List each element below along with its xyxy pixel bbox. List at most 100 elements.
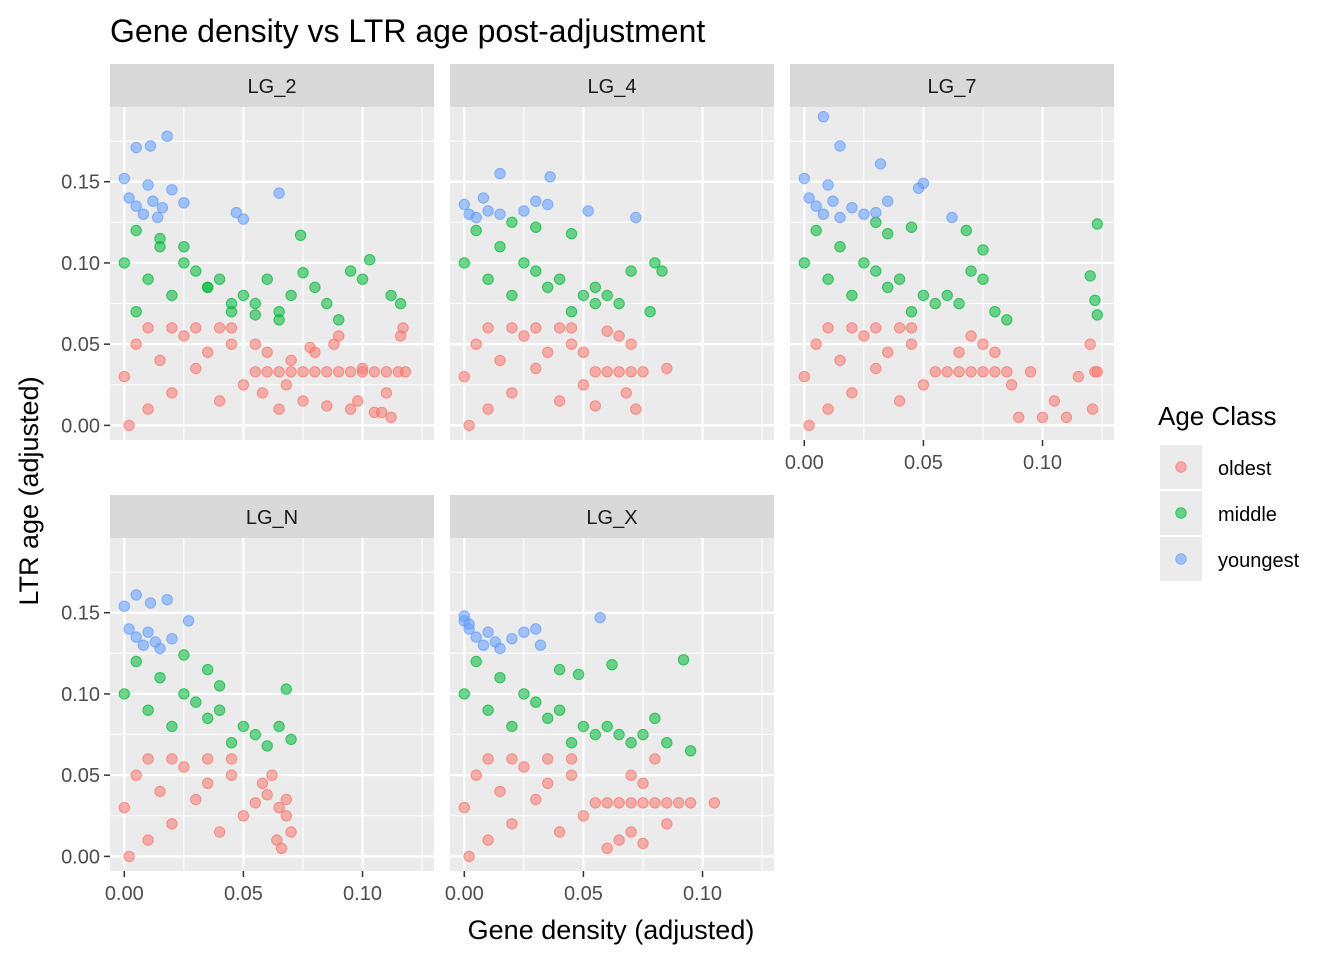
data-point-middle bbox=[344, 265, 357, 277]
y-tick-label: 0.15 bbox=[61, 603, 100, 625]
data-point-oldest bbox=[1072, 370, 1085, 383]
data-point-youngest bbox=[161, 594, 173, 606]
data-point-oldest bbox=[661, 362, 673, 375]
data-point-youngest bbox=[151, 211, 164, 224]
data-point-oldest bbox=[482, 753, 494, 765]
data-point-oldest bbox=[965, 330, 977, 342]
data-point-middle bbox=[249, 728, 262, 741]
points bbox=[798, 111, 1104, 432]
data-point-middle bbox=[656, 265, 668, 277]
data-point-oldest bbox=[882, 346, 894, 358]
data-point-middle bbox=[494, 672, 506, 684]
legend: Age Class oldest middle youngest bbox=[1158, 401, 1300, 581]
data-point-middle bbox=[482, 704, 494, 716]
data-point-oldest bbox=[1084, 338, 1096, 350]
data-point-middle bbox=[577, 289, 590, 302]
data-point-middle bbox=[297, 267, 309, 279]
data-point-youngest bbox=[870, 206, 882, 219]
data-point-youngest bbox=[846, 202, 858, 214]
data-point-middle bbox=[309, 281, 321, 293]
data-point-middle bbox=[249, 309, 262, 321]
data-point-oldest bbox=[280, 793, 292, 806]
data-point-youngest bbox=[477, 639, 490, 651]
data-point-youngest bbox=[494, 208, 506, 220]
data-point-oldest bbox=[399, 366, 412, 378]
data-point-middle bbox=[333, 314, 345, 326]
data-point-youngest bbox=[477, 192, 490, 204]
data-point-oldest bbox=[249, 797, 262, 809]
data-point-oldest bbox=[178, 761, 190, 773]
x-tick-label: 0.00 bbox=[105, 883, 144, 905]
data-point-oldest bbox=[213, 322, 226, 334]
data-point-middle bbox=[506, 720, 518, 733]
data-point-oldest bbox=[256, 387, 269, 399]
x-tick-label: 0.10 bbox=[343, 883, 382, 905]
data-point-oldest bbox=[482, 322, 494, 334]
data-point-youngest bbox=[518, 205, 530, 217]
data-point-middle bbox=[1091, 218, 1104, 230]
data-point-middle bbox=[225, 737, 238, 749]
data-point-oldest bbox=[589, 797, 601, 809]
y-tick-label: 0.05 bbox=[61, 765, 100, 787]
data-point-oldest bbox=[518, 761, 530, 773]
data-point-oldest bbox=[237, 810, 250, 822]
data-point-youngest bbox=[518, 626, 530, 638]
data-point-oldest bbox=[494, 785, 506, 798]
data-point-oldest bbox=[613, 366, 625, 378]
data-point-oldest bbox=[1001, 366, 1013, 378]
data-point-oldest bbox=[213, 395, 226, 407]
data-point-middle bbox=[965, 265, 977, 277]
data-point-oldest bbox=[684, 797, 697, 809]
data-point-youngest bbox=[582, 205, 594, 217]
data-point-oldest bbox=[273, 366, 285, 378]
data-point-oldest bbox=[989, 346, 1001, 358]
data-point-oldest bbox=[470, 338, 482, 350]
data-point-middle bbox=[870, 265, 882, 277]
data-point-oldest bbox=[941, 366, 953, 378]
facet-panels: LG_2 0.00 0.05 0.10 0.15 LG_4 LG_7 0.00 0.05 0.10… bbox=[61, 64, 1114, 905]
data-point-oldest bbox=[261, 789, 273, 801]
data-point-youngest bbox=[144, 140, 157, 152]
data-point-middle bbox=[613, 728, 625, 741]
data-point-oldest bbox=[118, 370, 131, 383]
data-point-oldest bbox=[637, 797, 649, 809]
data-point-oldest bbox=[601, 366, 613, 378]
data-point-oldest bbox=[613, 330, 625, 342]
data-point-oldest bbox=[870, 362, 882, 375]
data-point-middle bbox=[202, 663, 214, 676]
data-point-middle bbox=[882, 281, 894, 293]
data-point-oldest bbox=[1086, 403, 1099, 415]
data-point-youngest bbox=[161, 130, 173, 142]
data-point-middle bbox=[589, 728, 601, 741]
data-point-youngest bbox=[273, 187, 285, 199]
data-point-oldest bbox=[708, 797, 721, 809]
data-point-oldest bbox=[673, 797, 685, 809]
data-point-youngest bbox=[137, 639, 150, 651]
data-point-middle bbox=[280, 683, 292, 695]
data-point-oldest bbox=[1024, 366, 1037, 378]
data-point-middle bbox=[285, 733, 297, 746]
data-point-middle bbox=[953, 297, 965, 310]
data-point-oldest bbox=[846, 387, 858, 399]
data-point-oldest bbox=[154, 354, 166, 367]
data-point-youngest bbox=[142, 179, 154, 191]
facet-panel-lg-n: LG_N 0.00 0.05 0.10 0.00 0.05 0.10 0.15 bbox=[61, 495, 434, 905]
data-point-oldest bbox=[280, 379, 292, 391]
data-point-youngest bbox=[123, 623, 135, 635]
legend-entry-youngest: youngest bbox=[1160, 537, 1300, 581]
data-point-youngest bbox=[506, 633, 518, 645]
plot-panel bbox=[450, 107, 774, 440]
data-point-youngest bbox=[874, 158, 887, 170]
data-point-oldest bbox=[202, 753, 214, 765]
data-point-oldest bbox=[380, 387, 393, 399]
x-tick-label: 0.10 bbox=[1023, 452, 1062, 474]
data-point-oldest bbox=[649, 797, 661, 809]
data-point-middle bbox=[142, 273, 154, 285]
facet-strip-label: LG_N bbox=[246, 507, 298, 529]
points bbox=[118, 130, 412, 432]
x-axis-title: Gene density (adjusted) bbox=[468, 915, 755, 945]
data-point-middle bbox=[941, 289, 953, 302]
data-point-middle bbox=[530, 221, 542, 233]
data-point-middle bbox=[1084, 270, 1096, 282]
data-point-oldest bbox=[321, 366, 333, 378]
